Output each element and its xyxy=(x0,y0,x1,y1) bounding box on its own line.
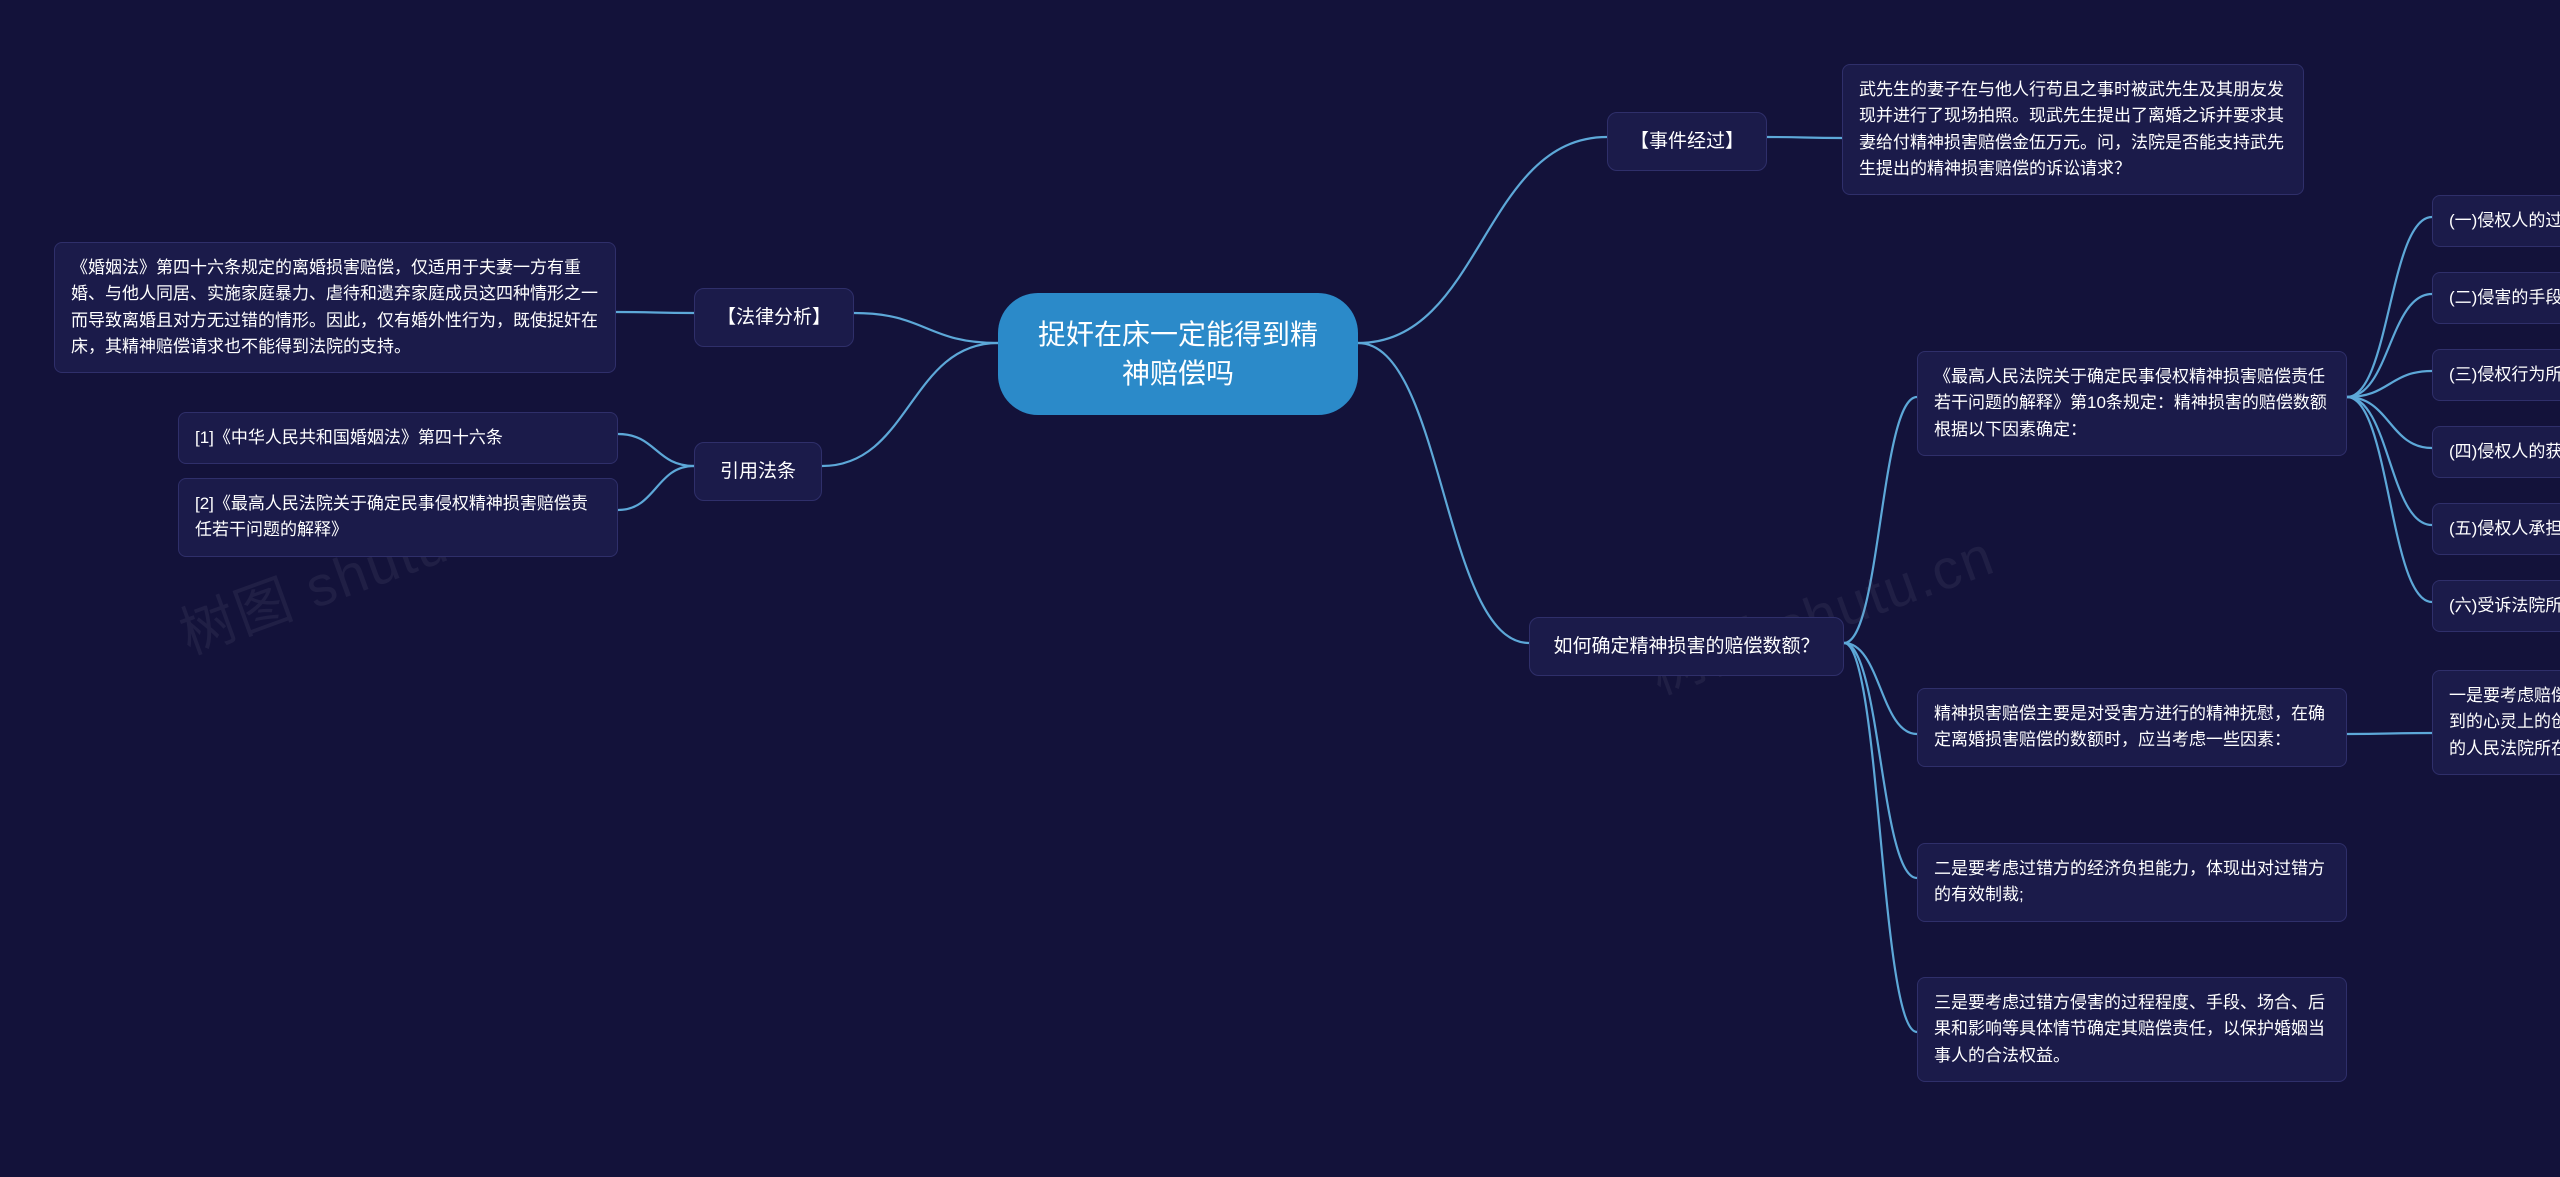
leaf-legal-analysis-text[interactable]: 《婚姻法》第四十六条规定的离婚损害赔偿，仅适用于夫妻一方有重婚、与他人同居、实施… xyxy=(54,242,616,373)
leaf-factor-intro[interactable]: 精神损害赔偿主要是对受害方进行的精神抚慰，在确定离婚损害赔偿的数额时，应当考虑一… xyxy=(1917,688,2347,767)
leaf-cited-law-2[interactable]: [2]《最高人民法院关于确定民事侵权精神损害赔偿责任若干问题的解释》 xyxy=(178,478,618,557)
leaf-cited-law-1[interactable]: [1]《中华人民共和国婚姻法》第四十六条 xyxy=(178,412,618,464)
leaf-criterion-1[interactable]: (一)侵权人的过错程度，法律另有规定的除外; xyxy=(2432,195,2560,247)
leaf-criterion-5[interactable]: (五)侵权人承担责任的经济能力; xyxy=(2432,503,2560,555)
leaf-criterion-3[interactable]: (三)侵权行为所造成的后果; xyxy=(2432,349,2560,401)
leaf-interpretation-10[interactable]: 《最高人民法院关于确定民事侵权精神损害赔偿责任若干问题的解释》第10条规定：精神… xyxy=(1917,351,2347,456)
branch-cited-laws[interactable]: 引用法条 xyxy=(694,442,822,501)
leaf-factor-2[interactable]: 二是要考虑过错方的经济负担能力，体现出对过错方的有效制裁; xyxy=(1917,843,2347,922)
leaf-criterion-4[interactable]: (四)侵权人的获利情况; xyxy=(2432,426,2560,478)
branch-how-determine[interactable]: 如何确定精神损害的赔偿数额？ xyxy=(1529,617,1844,676)
watermark-2: 树图 shutu.cn xyxy=(1637,511,2004,711)
leaf-factor-3[interactable]: 三是要考虑过错方侵害的过程程度、手段、场合、后果和影响等具体情节确定其赔偿责任，… xyxy=(1917,977,2347,1082)
leaf-case-facts-text[interactable]: 武先生的妻子在与他人行苟且之事时被武先生及其朋友发现并进行了现场拍照。现武先生提… xyxy=(1842,64,2304,195)
leaf-factor-1-detail[interactable]: 一是要考虑赔偿数额应当能够抚慰婚姻无过错方所受到的心灵上的创伤和精神上的痛苦，且… xyxy=(2432,670,2560,775)
root-node[interactable]: 捉奸在床一定能得到精神赔偿吗 xyxy=(998,293,1358,415)
branch-case-facts[interactable]: 【事件经过】 xyxy=(1607,112,1767,171)
branch-legal-analysis[interactable]: 【法律分析】 xyxy=(694,288,854,347)
leaf-criterion-2[interactable]: (二)侵害的手段、场合、行为方式等具体情节; xyxy=(2432,272,2560,324)
leaf-criterion-6[interactable]: (六)受诉法院所在地平均生活水平。 xyxy=(2432,580,2560,632)
